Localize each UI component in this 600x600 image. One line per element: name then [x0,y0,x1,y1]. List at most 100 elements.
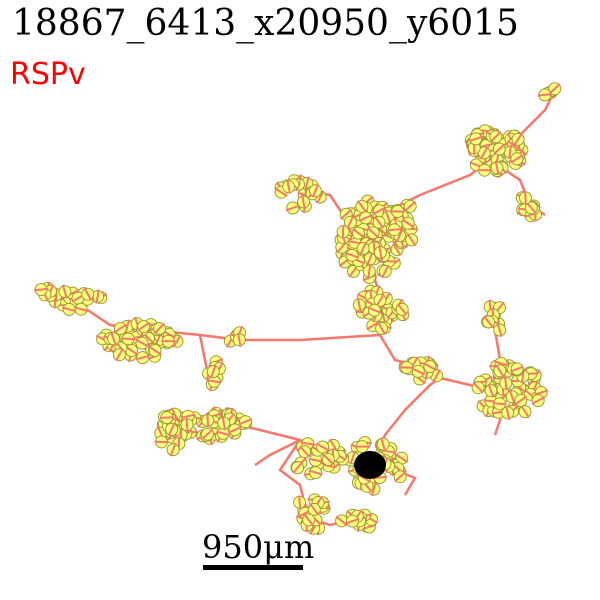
node-segment [384,210,392,225]
node-segment [304,176,310,191]
soma-marker [354,451,386,479]
node-segment [548,83,561,95]
node-segment [404,200,417,212]
node-segment [303,513,314,527]
node-segment [148,345,162,356]
node-segment [301,194,306,210]
node-segment [526,202,537,214]
node-segment [345,252,360,259]
node-segment [524,190,527,205]
node-segment [520,405,530,419]
brain-region-label: RSPv [10,57,86,92]
node-segment [172,334,182,348]
node-segment [394,471,407,483]
node-segment [286,179,291,194]
node-segment [329,438,338,452]
node-segment [380,437,386,452]
node-segment [159,416,174,419]
node-segment [395,453,409,463]
node-segment [135,354,150,361]
axon-branch [254,438,301,467]
node-segment [513,132,523,146]
node-segment [423,362,437,371]
node-segment [395,228,404,243]
node-segment [356,297,362,312]
node-segment [506,140,520,150]
node-segment [95,289,100,304]
node-segment [377,321,386,335]
node-segment [366,252,374,266]
node-segment [292,461,303,474]
node-segment [315,442,330,452]
node-segment [503,376,508,391]
node-segment [401,218,415,228]
node-segment [274,187,288,197]
node-segment [392,243,402,257]
node-segment [359,241,367,256]
node-segment [309,503,320,516]
node-segment [487,383,495,398]
node-segment [367,306,382,314]
node-segment [335,515,348,527]
node-segment [308,457,323,463]
node-segment [537,93,552,97]
node-segment [153,322,165,335]
node-segment [381,264,390,279]
node-segment [216,430,231,437]
node-segment [114,323,127,334]
node-segment [399,366,414,369]
node-segment [137,321,150,332]
node-segment [162,330,176,339]
node-segment [237,332,242,347]
node-segment [358,214,373,222]
branch-nodes [34,82,562,536]
node-segment [508,144,512,160]
node-segment [135,338,149,348]
scale-bar [203,565,303,570]
node-segment [534,389,549,396]
node-segment [300,441,315,446]
node-segment [356,200,367,213]
node-segment [505,405,511,420]
node-segment [406,233,417,247]
node-segment [378,245,383,260]
node-segment [531,396,545,405]
node-segment [371,482,377,497]
node-segment [492,402,507,406]
node-segment [228,426,242,434]
node-segment [201,428,214,440]
node-segment [375,293,385,307]
node-segment [411,367,426,376]
node-segment [206,413,210,428]
node-segment [299,445,311,458]
node-segment [285,204,300,212]
node-segment [34,287,49,292]
node-segment [490,131,502,143]
node-segment [345,517,360,525]
node-segment [341,224,345,239]
node-segment [221,416,226,431]
node-segment [390,210,405,213]
scale-bar-label: 950μm [202,528,315,566]
node-segment [180,413,196,419]
node-segment [510,154,524,164]
node-segment [298,495,302,510]
node-segment [510,365,524,373]
node-segment [349,450,357,465]
node-segment [346,215,355,229]
soma [354,451,386,479]
node-segment [170,407,179,421]
node-segment [125,345,138,356]
node-segment [493,143,506,155]
node-segment [322,453,335,466]
neuron-id-title: 18867_6413_x20950_y6015 [12,3,519,44]
node-segment [83,287,93,301]
node-segment [209,364,217,379]
node-segment [74,306,89,313]
node-segment [340,208,353,220]
node-segment [479,146,489,160]
node-segment [432,369,441,383]
node-segment [167,422,176,437]
node-segment [483,315,494,329]
node-segment [367,264,372,279]
